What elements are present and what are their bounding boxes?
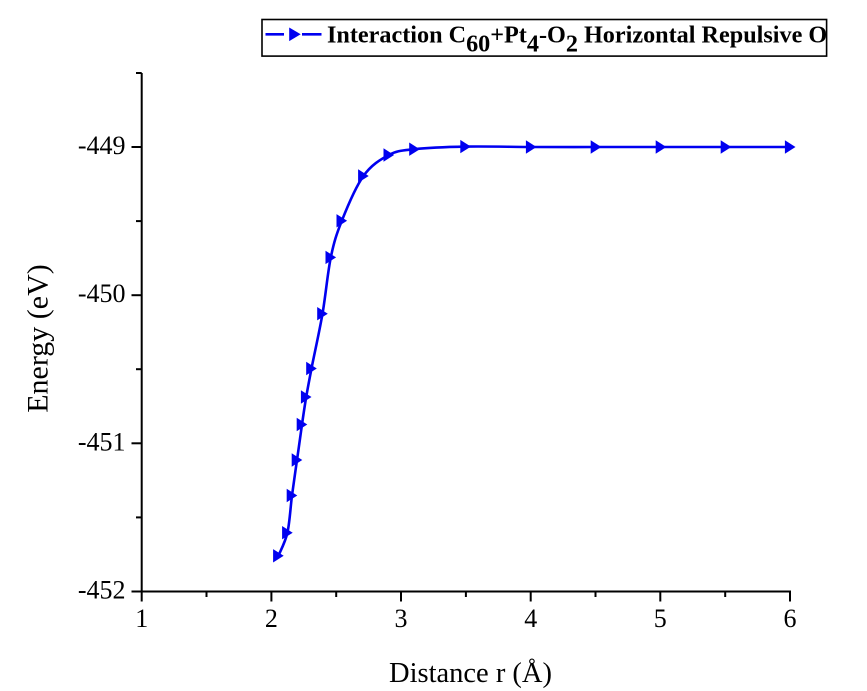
svg-text:2: 2: [265, 604, 278, 633]
svg-text:-450: -450: [78, 279, 126, 308]
svg-text:-451: -451: [78, 427, 126, 456]
svg-text:5: 5: [654, 604, 667, 633]
svg-text:4: 4: [524, 604, 537, 633]
svg-text:-449: -449: [78, 131, 126, 160]
svg-text:3: 3: [395, 604, 408, 633]
svg-text:-452: -452: [78, 576, 126, 605]
svg-text:6: 6: [784, 604, 797, 633]
svg-text:Distance r (Å): Distance r (Å): [389, 658, 552, 689]
svg-text:Energy (eV): Energy (eV): [22, 264, 55, 413]
svg-text:1: 1: [135, 604, 148, 633]
